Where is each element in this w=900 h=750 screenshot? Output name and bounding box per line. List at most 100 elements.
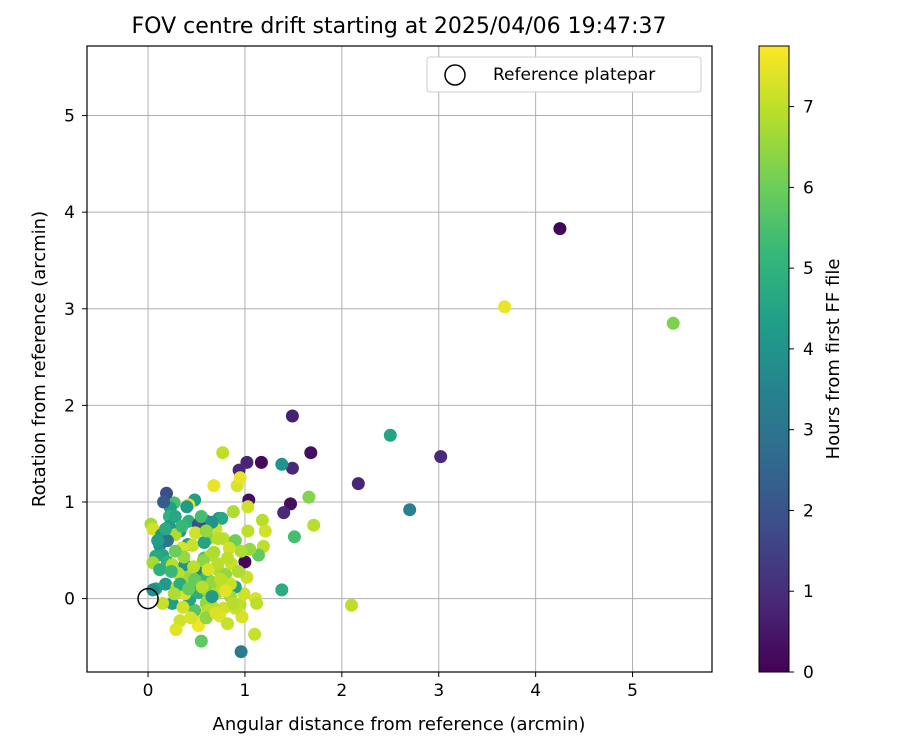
scatter-point [403,503,417,517]
scatter-point [222,541,236,555]
x-tick-label: 5 [627,681,638,701]
scatter-point [159,522,172,536]
scatter-point [234,544,248,558]
scatter-point [194,634,208,648]
legend-label: Reference platepar [493,65,655,85]
colorbar-tick-label: 7 [803,98,814,118]
colorbar-tick-label: 0 [803,663,814,683]
scatter-point [186,538,200,552]
scatter-point [199,611,213,625]
scatter-point [237,587,251,601]
scatter-point [205,590,219,604]
scatter-point [168,544,182,558]
scatter-point [197,536,211,549]
x-axis-label: Angular distance from reference (arcmin) [213,714,586,735]
y-tick-label: 1 [64,493,75,513]
scatter-point [285,461,299,475]
x-tick-label: 3 [433,681,444,701]
scatter-point [159,577,172,591]
scatter-point [184,611,198,625]
colorbar-label: Hours from first FF file [823,259,844,460]
colorbar-tick-label: 3 [803,421,814,441]
scatter-point [168,510,182,523]
reference-point-marker [137,587,159,610]
scatter-point [666,316,680,330]
scatter-point [195,580,209,594]
colorbar-tick-label: 2 [803,501,814,521]
scatter-point [250,596,264,610]
scatter-point [238,555,252,569]
scatter-point [302,490,316,504]
colorbar-ticks: 0 1 2 3 4 5 6 7 [789,98,814,683]
scatter-point [241,524,255,538]
scatter-point [275,583,289,597]
y-tick-label: 0 [64,590,75,610]
scatter-point [219,584,233,598]
colorbar-tick-label: 4 [803,340,814,360]
scatter-point [233,471,247,485]
scatter-point [345,598,358,612]
scatter-point [255,513,269,527]
scatter-point [157,495,171,509]
legend-marker [444,64,466,86]
scatter-point [207,545,221,559]
scatter-point [169,623,183,636]
scatter-point [383,428,397,442]
scatter-point [180,500,194,514]
x-tick-label: 1 [240,681,251,701]
scatter-point [226,596,240,610]
scatter-point [201,563,215,577]
x-ticks: 0 1 2 3 4 5 [143,672,638,701]
scatter-point [153,563,167,577]
y-tick-label: 2 [64,396,75,416]
scatter-points [144,222,680,659]
scatter-point [254,455,268,469]
scatter-point [221,551,234,565]
scatter-point [207,479,221,493]
scatter-point [199,524,213,538]
scatter-point [498,300,512,314]
scatter-point [167,587,181,601]
scatter-point [277,506,291,520]
scatter-point [182,582,196,596]
scatter-point [175,519,189,533]
scatter-point [156,596,170,610]
scatter-point [307,518,321,532]
y-ticks: 0 1 2 3 4 5 [64,107,87,610]
scatter-point [553,222,567,236]
scatter-point [160,534,174,548]
scatter-point [287,530,301,544]
y-tick-label: 3 [64,300,75,320]
scatter-point [231,565,245,578]
chart-title: FOV centre drift starting at 2025/04/06 … [132,14,667,39]
scatter-point [351,477,365,491]
colorbar-tick-label: 6 [803,178,814,198]
scatter-point [434,450,448,464]
plot-frame [86,45,713,673]
scatter-point [285,409,299,423]
legend: Reference platepar [426,56,702,93]
scatter-point [164,565,178,578]
scatter-point [226,505,240,519]
y-axis-label: Rotation from reference (arcmin) [29,211,50,507]
scatter-point [176,600,190,614]
scatter-point [216,446,230,460]
scatter-point [258,524,272,538]
scatter-point [187,560,201,574]
scatter-point [209,606,223,620]
scatter-point [304,446,318,460]
x-grid [147,46,634,672]
y-tick-label: 5 [64,107,75,127]
colorbar-tick-label: 5 [803,259,814,279]
scatter-point [211,557,225,571]
scatter-point [211,532,225,546]
legend-box [426,56,702,93]
scatter-point [234,645,248,659]
colorbar [758,45,790,673]
scatter-point [241,500,255,514]
x-tick-label: 2 [336,681,347,701]
scatter-point [214,572,228,586]
scatter-point [248,627,262,641]
x-tick-label: 0 [143,681,154,701]
